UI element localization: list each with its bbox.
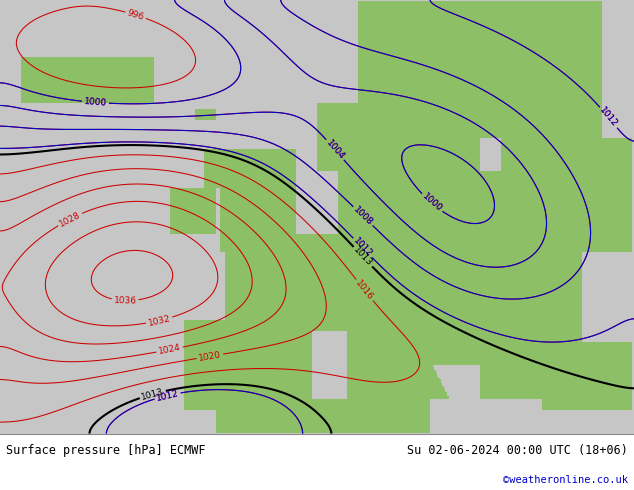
Text: 996: 996 xyxy=(126,8,145,22)
Text: 1028: 1028 xyxy=(58,210,82,228)
Text: 1008: 1008 xyxy=(352,205,374,227)
Text: Su 02-06-2024 00:00 UTC (18+06): Su 02-06-2024 00:00 UTC (18+06) xyxy=(407,444,628,457)
Text: ©weatheronline.co.uk: ©weatheronline.co.uk xyxy=(503,475,628,485)
Text: 1016: 1016 xyxy=(354,278,375,302)
Text: 1020: 1020 xyxy=(198,350,222,363)
Text: 1012: 1012 xyxy=(598,106,619,129)
Text: 1012: 1012 xyxy=(351,237,374,259)
Text: 1000: 1000 xyxy=(84,97,107,108)
Text: 1008: 1008 xyxy=(352,205,374,227)
Text: Surface pressure [hPa] ECMWF: Surface pressure [hPa] ECMWF xyxy=(6,444,206,457)
Text: 1004: 1004 xyxy=(324,138,346,161)
Text: 1013: 1013 xyxy=(140,387,165,402)
Text: 1036: 1036 xyxy=(113,296,137,305)
Text: 1013: 1013 xyxy=(352,245,374,268)
Text: 1012: 1012 xyxy=(351,237,374,259)
Text: 1024: 1024 xyxy=(158,343,182,356)
Text: 1012: 1012 xyxy=(598,106,619,129)
Text: 1000: 1000 xyxy=(84,97,107,108)
Text: 1004: 1004 xyxy=(324,138,346,161)
Text: 1000: 1000 xyxy=(420,192,443,214)
Text: 1032: 1032 xyxy=(147,314,171,327)
Text: 1012: 1012 xyxy=(155,389,179,403)
Text: 1000: 1000 xyxy=(420,192,443,214)
Text: 1012: 1012 xyxy=(155,389,179,403)
